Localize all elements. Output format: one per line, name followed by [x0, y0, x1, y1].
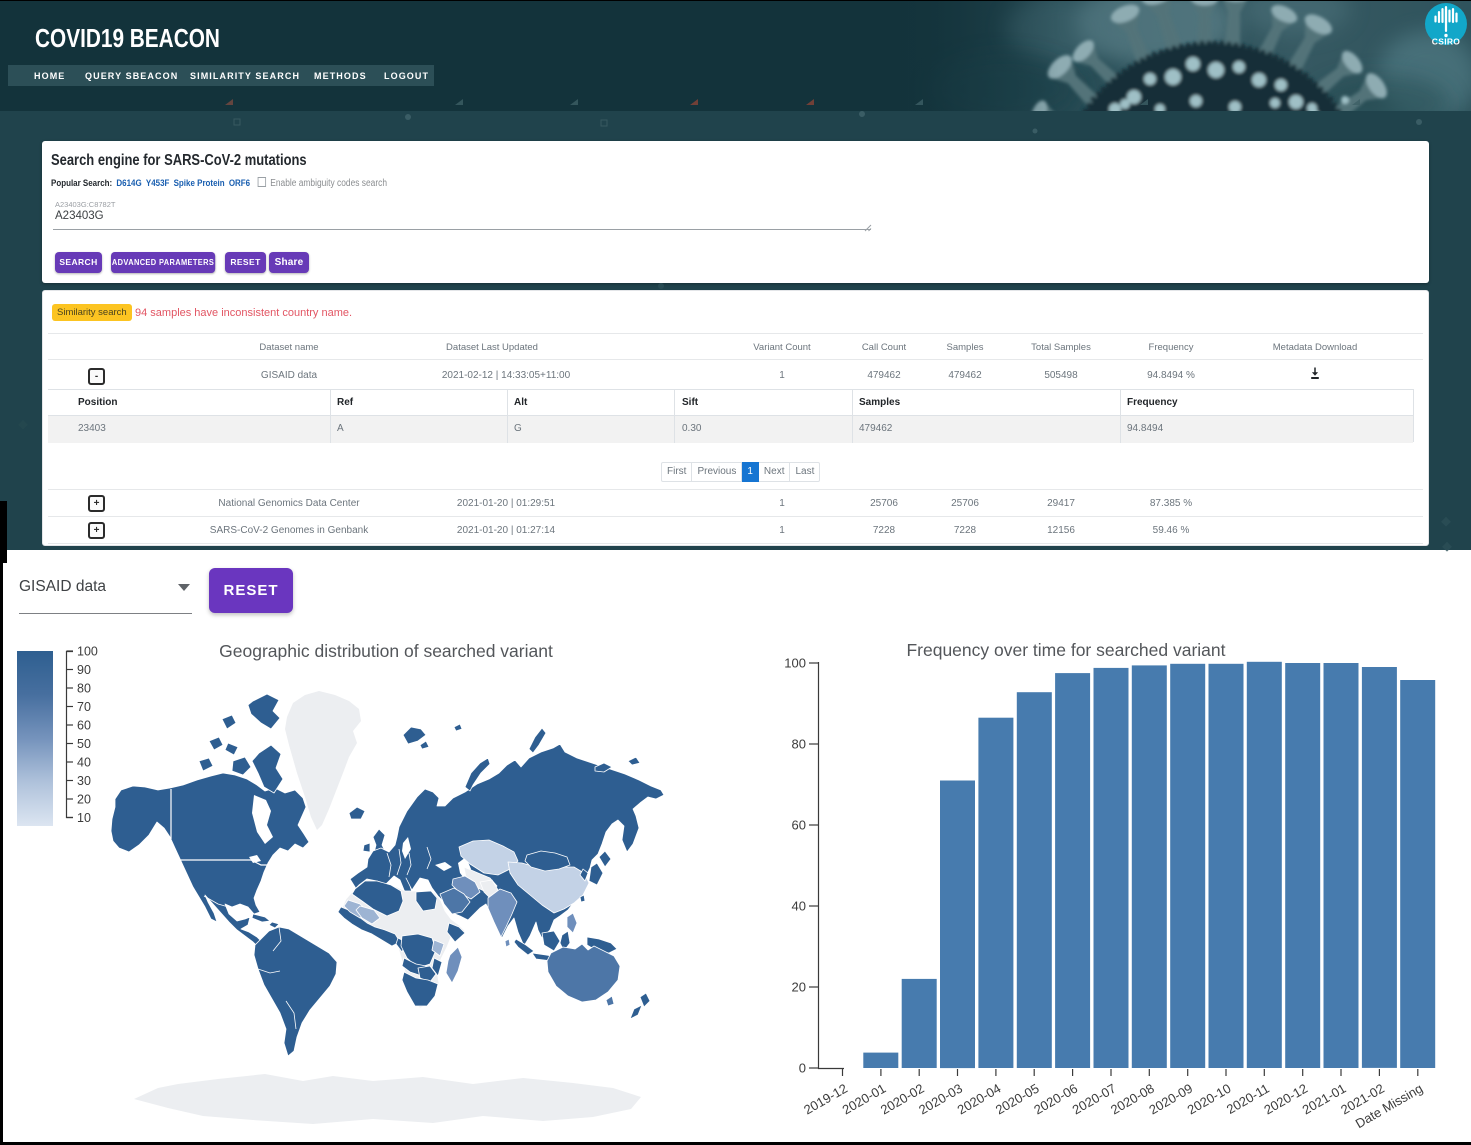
- svg-text:Frequency over time for search: Frequency over time for searched variant: [906, 640, 1225, 660]
- svg-text:40: 40: [77, 756, 91, 770]
- svg-text:2021-01: 2021-01: [1300, 1081, 1349, 1118]
- svg-text:2020-06: 2020-06: [1031, 1081, 1080, 1118]
- svg-text:2020-10: 2020-10: [1185, 1081, 1234, 1118]
- svg-text:0: 0: [799, 1061, 806, 1076]
- svg-text:90: 90: [77, 663, 91, 677]
- svg-text:2020-03: 2020-03: [916, 1081, 965, 1118]
- svg-text:100: 100: [77, 645, 98, 659]
- svg-text:20: 20: [77, 793, 91, 807]
- svg-text:20: 20: [792, 980, 806, 995]
- svg-text:2019-12: 2019-12: [801, 1081, 850, 1118]
- svg-text:CSIRO: CSIRO: [1432, 37, 1461, 47]
- svg-text:30: 30: [77, 774, 91, 788]
- svg-text:50: 50: [77, 737, 91, 751]
- svg-text:80: 80: [77, 682, 91, 696]
- svg-text:2020-08: 2020-08: [1108, 1081, 1157, 1118]
- svg-text:Geographic distribution of sea: Geographic distribution of searched vari…: [219, 641, 553, 661]
- svg-text:40: 40: [792, 899, 806, 914]
- svg-text:100: 100: [784, 656, 806, 671]
- svg-text:60: 60: [77, 719, 91, 733]
- svg-text:70: 70: [77, 700, 91, 714]
- svg-text:2020-05: 2020-05: [993, 1081, 1042, 1118]
- svg-text:10: 10: [77, 811, 91, 825]
- svg-text:80: 80: [792, 737, 806, 752]
- svg-text:60: 60: [792, 818, 806, 833]
